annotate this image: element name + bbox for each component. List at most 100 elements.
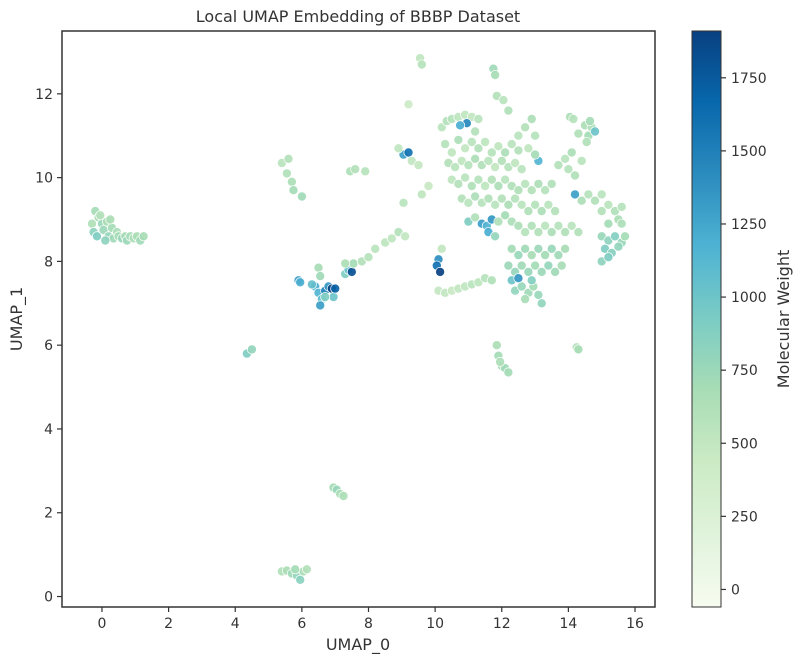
colorbar-tick-label: 1250 — [731, 217, 767, 233]
data-point — [516, 164, 527, 175]
colorbar-title: Molecular Weight — [774, 250, 793, 388]
data-point — [246, 344, 257, 355]
colorbar-axis: 0 250 500 750 1000 1250 1500 1750 — [721, 71, 767, 598]
data-point — [581, 136, 592, 147]
data-point — [455, 120, 466, 131]
data-point — [523, 266, 534, 277]
y-tick-label: 6 — [44, 338, 53, 354]
data-point — [403, 99, 414, 110]
data-point — [490, 70, 501, 81]
data-point — [546, 178, 557, 189]
data-point — [513, 185, 524, 196]
data-point — [563, 164, 574, 175]
data-point — [463, 160, 474, 171]
data-point — [568, 114, 579, 125]
colorbar-tick-label: 1750 — [731, 71, 767, 87]
data-point — [453, 134, 464, 145]
data-point — [570, 189, 581, 200]
data-point — [100, 235, 111, 246]
data-point — [470, 153, 481, 164]
data-point — [400, 231, 411, 242]
data-point — [520, 178, 531, 189]
x-tick-label: 10 — [426, 616, 444, 632]
y-tick-label: 12 — [35, 87, 53, 103]
data-point — [503, 367, 514, 378]
data-point — [320, 291, 331, 302]
data-point — [480, 180, 491, 191]
data-point — [596, 206, 607, 217]
data-point — [513, 130, 524, 141]
y-tick-label: 4 — [44, 422, 53, 438]
data-point — [520, 243, 531, 254]
data-point — [493, 180, 504, 191]
data-point — [423, 180, 434, 191]
data-point — [523, 206, 534, 217]
data-point — [526, 114, 537, 125]
data-point — [416, 59, 427, 70]
data-point — [328, 291, 339, 302]
data-point — [506, 243, 517, 254]
data-point — [493, 141, 504, 152]
data-point — [513, 250, 524, 261]
data-point — [516, 260, 527, 271]
data-point — [490, 231, 501, 242]
colorbar-tick-label: 1000 — [731, 290, 767, 306]
data-point — [620, 231, 631, 242]
data-point — [473, 114, 484, 125]
data-point — [603, 199, 614, 210]
data-point — [398, 197, 409, 208]
data-point — [560, 153, 571, 164]
data-point — [540, 250, 551, 261]
data-point — [288, 185, 299, 196]
data-point — [603, 252, 614, 263]
data-point — [306, 279, 317, 290]
x-tick-label: 6 — [297, 616, 306, 632]
data-point — [520, 294, 531, 305]
data-point — [613, 241, 624, 252]
data-point — [510, 193, 521, 204]
data-point — [530, 260, 541, 271]
data-point — [533, 227, 544, 238]
data-point — [533, 178, 544, 189]
data-point — [338, 490, 349, 501]
data-point — [590, 126, 601, 137]
data-point — [283, 153, 294, 164]
data-point — [520, 122, 531, 133]
chart-title: Local UMAP Embedding of BBBP Dataset — [196, 7, 520, 26]
data-point — [435, 266, 446, 277]
colorbar-tick-label: 750 — [731, 363, 758, 379]
data-point — [526, 250, 537, 261]
data-point — [490, 162, 501, 173]
y-axis-title: UMAP_1 — [7, 287, 27, 351]
data-point — [413, 160, 424, 171]
x-axis-title: UMAP_0 — [326, 635, 390, 655]
data-point — [483, 155, 494, 166]
data-point — [480, 136, 491, 147]
y-tick-label: 10 — [35, 171, 53, 187]
data-point — [486, 174, 497, 185]
data-point — [576, 155, 587, 166]
data-point — [483, 193, 494, 204]
data-point — [330, 283, 341, 294]
data-point — [500, 210, 511, 221]
data-point — [520, 227, 531, 238]
data-point — [486, 275, 497, 286]
data-point — [363, 252, 374, 263]
data-point — [536, 298, 547, 309]
data-point — [95, 210, 106, 221]
data-point — [473, 174, 484, 185]
points-layer — [87, 53, 631, 585]
data-point — [370, 243, 381, 254]
data-point — [573, 227, 584, 238]
data-point — [495, 356, 506, 367]
colorbar-tick-label: 500 — [731, 436, 758, 452]
data-point — [436, 243, 447, 254]
data-point — [553, 160, 564, 171]
data-point — [340, 258, 351, 269]
colorbar-tick-label: 1500 — [731, 144, 767, 160]
data-point — [556, 260, 567, 271]
data-point — [360, 166, 371, 177]
data-point — [546, 227, 557, 238]
x-tick-label: 16 — [626, 616, 644, 632]
data-point — [546, 243, 557, 254]
